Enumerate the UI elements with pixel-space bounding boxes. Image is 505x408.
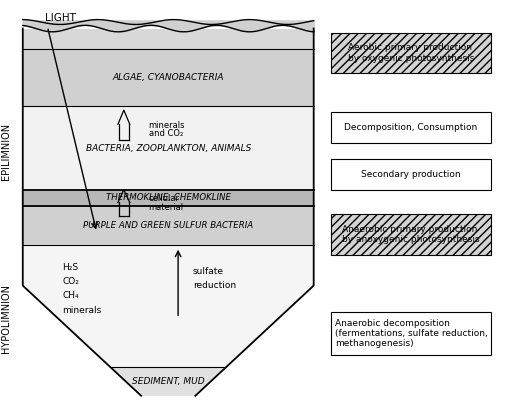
Polygon shape	[23, 206, 314, 245]
Text: LIGHT: LIGHT	[45, 13, 76, 23]
Text: SEDIMENT, MUD: SEDIMENT, MUD	[132, 377, 205, 386]
FancyBboxPatch shape	[331, 312, 491, 355]
Text: material: material	[148, 203, 184, 212]
FancyBboxPatch shape	[331, 214, 491, 255]
Text: Decomposition, Consumption: Decomposition, Consumption	[344, 123, 478, 132]
Text: Anaerobic primary production
by anoxygenic photosynthesis: Anaerobic primary production by anoxygen…	[342, 225, 480, 244]
Text: EPILIMNION: EPILIMNION	[1, 122, 11, 180]
Text: reduction: reduction	[193, 281, 236, 290]
Text: CH₄: CH₄	[62, 291, 79, 300]
FancyBboxPatch shape	[331, 159, 491, 190]
Polygon shape	[23, 190, 314, 206]
Text: minerals: minerals	[148, 121, 185, 130]
Polygon shape	[23, 29, 314, 49]
Text: sulfate: sulfate	[193, 267, 224, 276]
Text: H₂S: H₂S	[62, 263, 78, 272]
Text: PURPLE AND GREEN SULFUR BACTERIA: PURPLE AND GREEN SULFUR BACTERIA	[83, 221, 254, 230]
Text: ALGAE, CYANOBACTERIA: ALGAE, CYANOBACTERIA	[113, 73, 224, 82]
Text: Anaerobic decomposition
(fermentations, sulfate reduction,
methanogenesis): Anaerobic decomposition (fermentations, …	[335, 319, 487, 348]
FancyBboxPatch shape	[331, 33, 491, 73]
Polygon shape	[23, 49, 314, 106]
Text: HYPOLIMNION: HYPOLIMNION	[1, 284, 11, 353]
Text: THERMOKLINE, CHEMOKLINE: THERMOKLINE, CHEMOKLINE	[106, 193, 231, 202]
Text: Secondary production: Secondary production	[361, 170, 461, 179]
Text: minerals: minerals	[62, 306, 102, 315]
Text: BACTERIA, ZOOPLANKTON, ANIMALS: BACTERIA, ZOOPLANKTON, ANIMALS	[85, 144, 251, 153]
Polygon shape	[23, 245, 314, 367]
Polygon shape	[23, 106, 314, 190]
Polygon shape	[111, 367, 226, 396]
Text: cellular: cellular	[148, 194, 179, 203]
FancyBboxPatch shape	[331, 112, 491, 143]
Text: and CO₂: and CO₂	[148, 129, 183, 138]
Text: Aerobic primary production
by oxygenic photosynthesis: Aerobic primary production by oxygenic p…	[348, 43, 474, 63]
Text: CO₂: CO₂	[62, 277, 79, 286]
